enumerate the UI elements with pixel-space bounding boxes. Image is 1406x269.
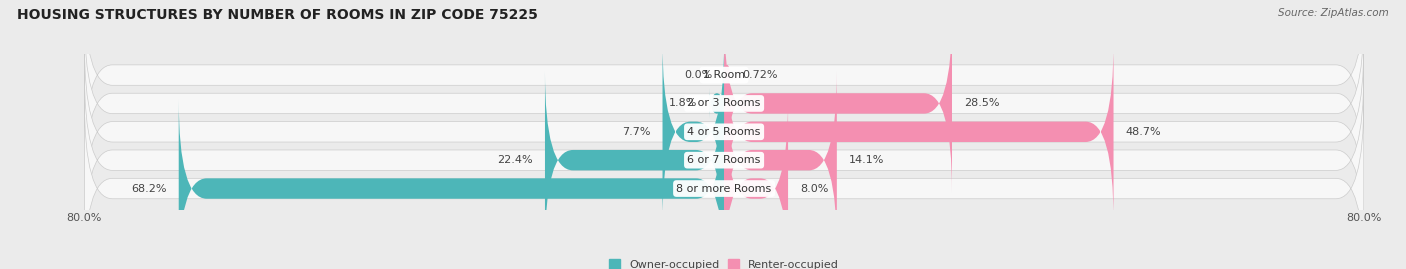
Legend: Owner-occupied, Renter-occupied: Owner-occupied, Renter-occupied [609,259,839,269]
FancyBboxPatch shape [179,100,724,269]
FancyBboxPatch shape [724,71,837,249]
FancyBboxPatch shape [84,0,1364,164]
Text: Source: ZipAtlas.com: Source: ZipAtlas.com [1278,8,1389,18]
Text: 14.1%: 14.1% [849,155,884,165]
Text: 2 or 3 Rooms: 2 or 3 Rooms [688,98,761,108]
Text: 68.2%: 68.2% [131,183,167,193]
Text: HOUSING STRUCTURES BY NUMBER OF ROOMS IN ZIP CODE 75225: HOUSING STRUCTURES BY NUMBER OF ROOMS IN… [17,8,537,22]
Text: 1.8%: 1.8% [669,98,697,108]
Text: 0.72%: 0.72% [742,70,778,80]
FancyBboxPatch shape [84,71,1364,249]
Text: 7.7%: 7.7% [621,127,651,137]
FancyBboxPatch shape [724,65,730,85]
Text: 8 or more Rooms: 8 or more Rooms [676,183,772,193]
FancyBboxPatch shape [662,43,724,221]
Text: 0.0%: 0.0% [683,70,711,80]
Text: 8.0%: 8.0% [800,183,828,193]
FancyBboxPatch shape [84,43,1364,221]
FancyBboxPatch shape [710,88,724,119]
FancyBboxPatch shape [84,14,1364,193]
FancyBboxPatch shape [724,43,1114,221]
Text: 4 or 5 Rooms: 4 or 5 Rooms [688,127,761,137]
FancyBboxPatch shape [84,100,1364,269]
Text: 1 Room: 1 Room [703,70,745,80]
FancyBboxPatch shape [546,71,724,249]
Text: 48.7%: 48.7% [1126,127,1161,137]
Text: 22.4%: 22.4% [498,155,533,165]
FancyBboxPatch shape [724,14,952,193]
Text: 28.5%: 28.5% [965,98,1000,108]
Text: 6 or 7 Rooms: 6 or 7 Rooms [688,155,761,165]
FancyBboxPatch shape [724,100,787,269]
